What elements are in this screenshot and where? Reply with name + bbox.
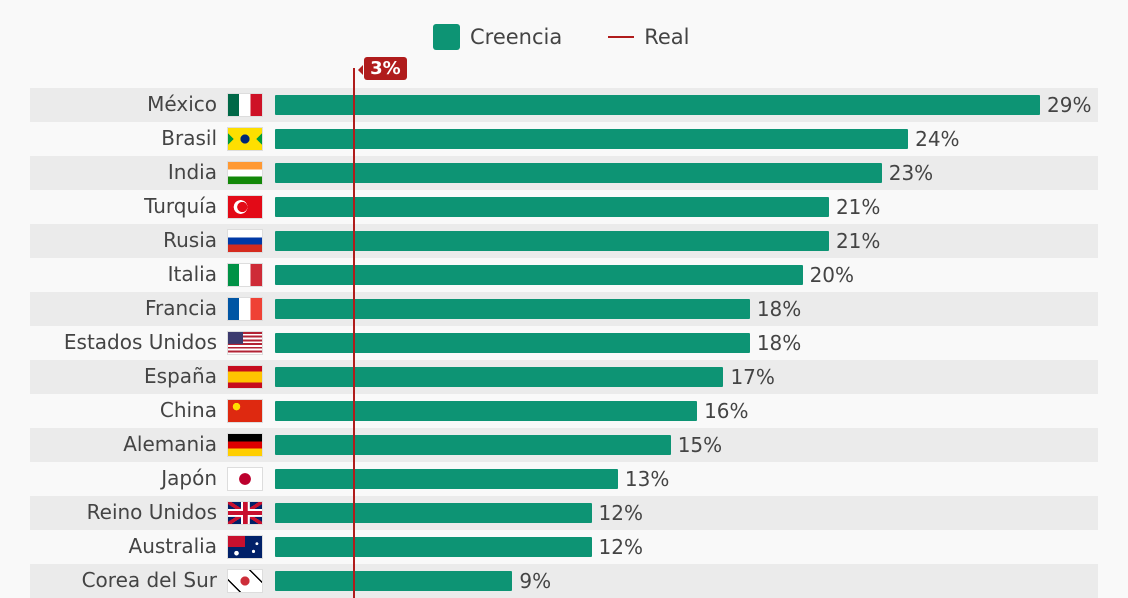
flag-icon	[227, 433, 263, 457]
bar	[275, 95, 1040, 115]
flag-icon	[227, 195, 263, 219]
chart-row: Italia 20%	[30, 258, 1098, 292]
flag-icon	[227, 93, 263, 117]
value-label: 21%	[835, 195, 881, 219]
flag-icon	[227, 467, 263, 491]
chart-row: España 17%	[30, 360, 1098, 394]
bar	[275, 333, 750, 353]
reference-line-real	[353, 68, 356, 598]
chart-row: Alemania 15%	[30, 428, 1098, 462]
chart-row: Corea del Sur 9%	[30, 564, 1098, 598]
flag-icon	[227, 535, 263, 559]
chart-row: Brasil 24%	[30, 122, 1098, 156]
legend: Creencia Real	[433, 24, 690, 50]
category-label: India	[167, 160, 217, 184]
bar	[275, 435, 671, 455]
value-label: 29%	[1047, 93, 1092, 117]
bar	[275, 265, 803, 285]
chart-row: India 23%	[30, 156, 1098, 190]
bar	[275, 537, 592, 557]
category-label: Australia	[128, 534, 217, 558]
flag-icon	[227, 569, 263, 593]
chart-row: Australia 12%	[30, 530, 1098, 564]
value-label: 12%	[598, 535, 643, 559]
category-label: Alemania	[123, 432, 217, 456]
flag-icon	[227, 365, 263, 389]
bar	[275, 231, 829, 251]
bar	[275, 299, 750, 319]
value-label: 20%	[809, 263, 855, 287]
legend-label-real: Real	[644, 25, 690, 49]
legend-label-creencia: Creencia	[470, 25, 563, 49]
category-label: Japón	[161, 466, 217, 490]
value-label: 21%	[835, 229, 881, 253]
value-label: 15%	[677, 433, 723, 457]
value-label: 18%	[756, 331, 802, 355]
legend-swatch-real	[608, 36, 635, 38]
value-label: 9%	[519, 569, 552, 593]
flag-icon	[227, 501, 263, 525]
chart-row: China 16%	[30, 394, 1098, 428]
bar	[275, 197, 829, 217]
bar	[275, 129, 909, 149]
chart-row: Turquía 21%	[30, 190, 1098, 224]
bar	[275, 571, 513, 591]
reference-line-label: 3%	[358, 57, 407, 80]
category-label: México	[147, 92, 217, 116]
chart-row: Estados Unidos 18%	[30, 326, 1098, 360]
category-label: Rusia	[163, 228, 217, 252]
category-label: Turquía	[144, 194, 217, 218]
category-label: España	[144, 364, 217, 388]
category-label: China	[159, 398, 217, 422]
category-label: Brasil	[161, 126, 217, 150]
value-label: 18%	[756, 297, 802, 321]
bar	[275, 503, 592, 523]
flag-icon	[227, 297, 263, 321]
value-label: 23%	[888, 161, 934, 185]
bar	[275, 401, 698, 421]
category-label: Estados Unidos	[63, 330, 217, 354]
value-label: 12%	[598, 501, 643, 525]
chart-row: Japón 13%	[30, 462, 1098, 496]
bar	[275, 469, 618, 489]
category-label: Reino Unidos	[86, 500, 217, 524]
category-label: Francia	[144, 296, 217, 320]
flag-icon	[227, 263, 263, 287]
flag-icon	[227, 127, 263, 151]
flag-icon	[227, 331, 263, 355]
category-label: Corea del Sur	[81, 568, 217, 592]
category-label: Italia	[167, 262, 217, 286]
flag-icon	[227, 229, 263, 253]
flag-icon	[227, 161, 263, 185]
bar	[275, 367, 724, 387]
chart-row: Francia 18%	[30, 292, 1098, 326]
value-label: 17%	[730, 365, 775, 389]
chart-row: México 29%	[30, 88, 1098, 122]
chart-row: Reino Unidos 12%	[30, 496, 1098, 530]
legend-swatch-creencia	[433, 24, 460, 50]
value-label: 13%	[624, 467, 670, 491]
flag-icon	[227, 399, 263, 423]
value-label: 24%	[915, 127, 960, 151]
chart-row: Rusia 21%	[30, 224, 1098, 258]
bar	[275, 163, 882, 183]
value-label: 16%	[704, 399, 749, 423]
